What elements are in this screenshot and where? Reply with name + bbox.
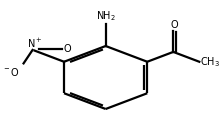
Text: O: O: [64, 44, 71, 54]
Text: N$^+$: N$^+$: [27, 37, 42, 50]
Text: O: O: [171, 20, 179, 30]
Text: CH$_3$: CH$_3$: [200, 55, 220, 69]
Text: $^-$O: $^-$O: [2, 66, 19, 78]
Text: NH$_2$: NH$_2$: [96, 9, 116, 23]
